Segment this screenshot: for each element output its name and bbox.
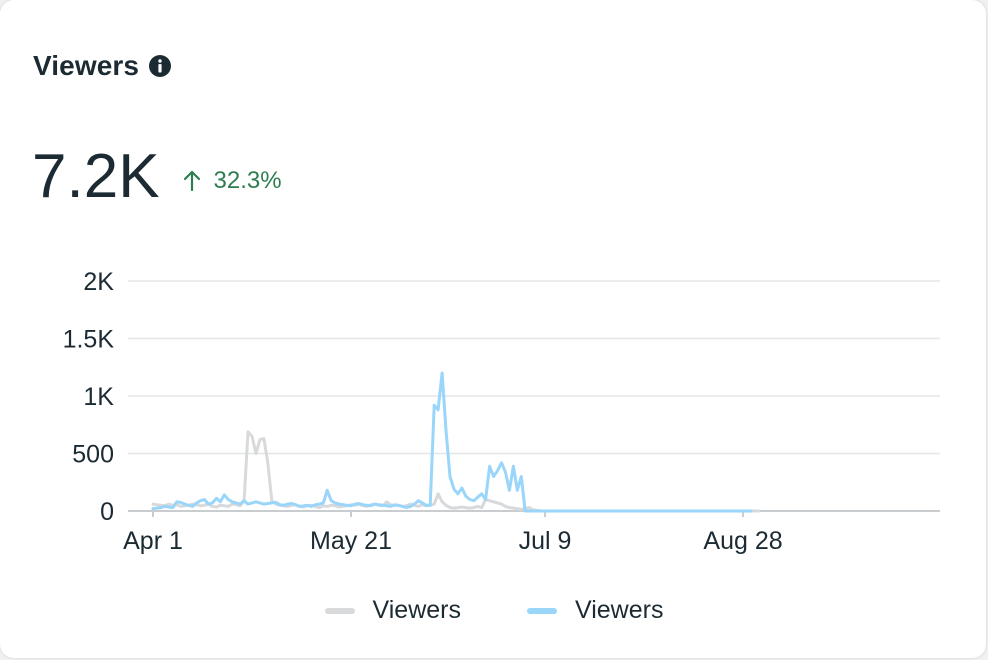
legend-label: Viewers <box>575 596 664 624</box>
x-tick-label: Jul 9 <box>519 527 572 555</box>
series-line-2 <box>151 371 753 513</box>
metric-value: 7.2K <box>32 142 160 211</box>
change-percent: 32.3% <box>213 167 282 194</box>
series-line-1 <box>151 430 761 513</box>
x-tick-label: May 21 <box>310 527 392 555</box>
legend-swatch-grey <box>324 607 355 614</box>
chart-legend: Viewers Viewers <box>0 596 988 625</box>
y-tick-label: 2K <box>83 268 114 296</box>
x-tick-label: Apr 1 <box>123 527 183 555</box>
metric-row: 7.2K 32.3% <box>32 140 282 214</box>
legend-item-series-1[interactable]: Viewers <box>324 596 461 625</box>
y-tick-label: 0 <box>100 498 114 526</box>
y-tick-label: 1K <box>83 383 114 411</box>
legend-item-series-2[interactable]: Viewers <box>527 596 663 625</box>
legend-swatch-blue <box>527 607 557 614</box>
arrow-up-icon <box>183 170 200 192</box>
legend-label: Viewers <box>372 596 461 624</box>
x-tick-label: Aug 28 <box>703 527 782 555</box>
viewers-line-chart: 0 500 1K 1.5K 2K Apr 1 May 21 Jul 9 Aug 28 <box>63 268 940 555</box>
change-indicator: 32.3% <box>182 167 282 195</box>
info-icon[interactable] <box>148 54 172 78</box>
card-title: Viewers <box>33 50 140 81</box>
y-tick-label: 500 <box>72 441 114 469</box>
card-header: Viewers <box>33 50 172 82</box>
y-tick-label: 1.5K <box>63 326 115 354</box>
